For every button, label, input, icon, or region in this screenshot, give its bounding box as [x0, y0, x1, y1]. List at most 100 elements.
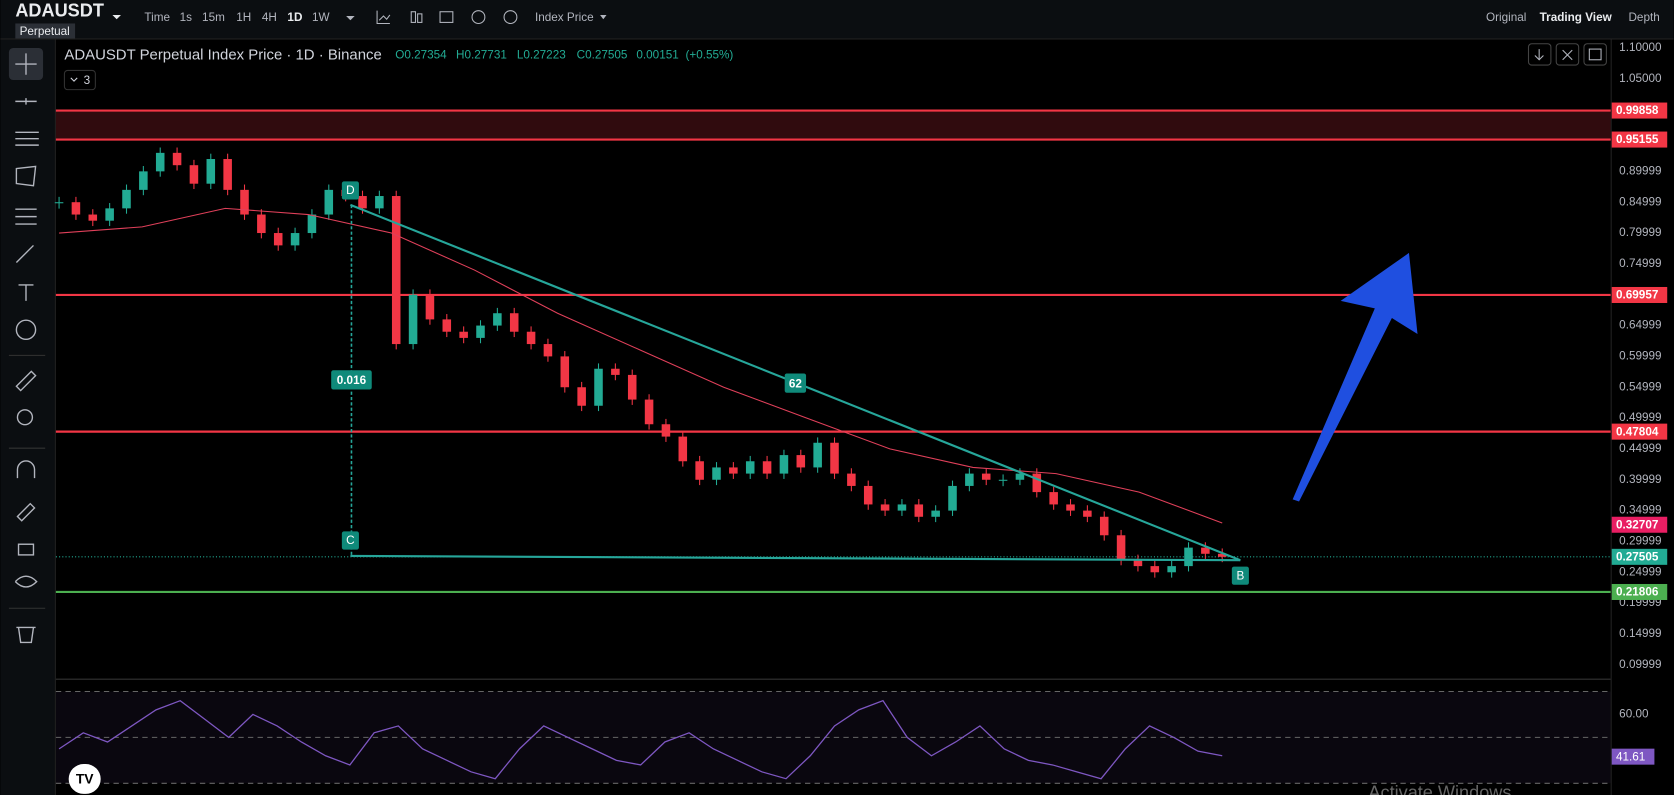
- price-tag-text: 0.27505: [1616, 550, 1659, 563]
- price-type[interactable]: Index Price: [535, 11, 594, 24]
- caret[interactable]: [346, 16, 355, 21]
- icon[interactable]: [417, 13, 423, 23]
- candle: [526, 331, 536, 345]
- candle: [71, 202, 81, 215]
- icon[interactable]: [439, 11, 454, 23]
- candle: [459, 331, 468, 338]
- icon[interactable]: [15, 165, 37, 187]
- icon[interactable]: [14, 575, 38, 588]
- icon[interactable]: [376, 10, 391, 25]
- candle: [863, 485, 873, 505]
- view-tab[interactable]: Depth: [1628, 11, 1659, 24]
- y-tick-label: 0.54999: [1619, 380, 1661, 393]
- icon[interactable]: [15, 319, 37, 341]
- trendline[interactable]: [350, 554, 1241, 562]
- candle: [897, 504, 907, 511]
- icon[interactable]: [15, 131, 39, 146]
- candle: [375, 196, 384, 209]
- icon[interactable]: [16, 626, 36, 644]
- bars-label[interactable]: [784, 373, 807, 393]
- icon[interactable]: [16, 502, 36, 522]
- candle: [678, 436, 688, 462]
- arrow[interactable]: [1292, 252, 1418, 502]
- price-tag-text: 0.99858: [1616, 104, 1659, 117]
- interval[interactable]: 1W: [312, 11, 331, 24]
- price-tag-text: 0.32707: [1616, 518, 1658, 531]
- icon: [1562, 49, 1573, 61]
- logo-bg[interactable]: [68, 764, 101, 794]
- price-tag: [1611, 131, 1668, 148]
- logo[interactable]: TV: [76, 771, 94, 787]
- candle: [627, 374, 637, 400]
- candle: [206, 159, 216, 184]
- icon[interactable]: [18, 284, 34, 301]
- y-tick-label: 0.84999: [1619, 195, 1661, 208]
- icon[interactable]: [15, 244, 34, 264]
- y-tick-label: 1.05000: [1619, 72, 1662, 85]
- price-tag: [1611, 583, 1668, 600]
- candle: [998, 479, 1008, 481]
- interval[interactable]: 15m: [202, 11, 225, 24]
- indicator-count[interactable]: 3: [84, 74, 91, 87]
- point-label[interactable]: [1231, 566, 1249, 585]
- caret[interactable]: [600, 14, 607, 20]
- legend-change-pct: (+0.55%): [685, 49, 733, 62]
- button[interactable]: [1583, 43, 1607, 66]
- icon[interactable]: [471, 10, 486, 25]
- market: Perpetual: [20, 25, 70, 38]
- point-text: D: [346, 184, 354, 197]
- icon[interactable]: [15, 98, 37, 105]
- point-label[interactable]: [341, 531, 359, 550]
- candle: [965, 473, 974, 486]
- caret[interactable]: [112, 14, 121, 20]
- candle: [442, 319, 452, 332]
- view-tab[interactable]: Trading View: [1540, 11, 1613, 24]
- button[interactable]: [1527, 43, 1552, 66]
- candle: [172, 152, 182, 166]
- icon[interactable]: [410, 11, 417, 23]
- icon[interactable]: [17, 543, 35, 556]
- icon[interactable]: [15, 370, 37, 392]
- candle: [712, 467, 721, 480]
- top-bar: [0, 0, 1674, 39]
- icon[interactable]: [503, 10, 518, 25]
- y-tick-label: 0.14999: [1619, 627, 1661, 640]
- interval[interactable]: 1s: [180, 11, 193, 24]
- caret[interactable]: [70, 77, 78, 82]
- interval[interactable]: Time: [144, 11, 170, 24]
- chart-buttons: [1527, 43, 1607, 66]
- interval[interactable]: 4H: [262, 11, 277, 24]
- y-tick-label: 0.24999: [1619, 565, 1661, 578]
- candle: [1217, 553, 1227, 557]
- button[interactable]: [1555, 43, 1580, 66]
- icon[interactable]: [16, 409, 34, 426]
- y-tick-label: 0.89999: [1619, 164, 1661, 177]
- icon[interactable]: [16, 460, 36, 479]
- legend-close: C0.27505: [577, 49, 628, 62]
- measure-label[interactable]: [331, 370, 372, 390]
- view-tab[interactable]: Original: [1486, 11, 1526, 24]
- candle: [240, 189, 249, 215]
- y-tick-label: 0.59999: [1619, 350, 1661, 363]
- candle: [88, 214, 98, 221]
- icon[interactable]: [15, 53, 37, 75]
- candle: [779, 455, 789, 474]
- symbol[interactable]: ADAUSDT: [15, 1, 104, 21]
- interval[interactable]: 1H: [236, 11, 251, 24]
- candle: [830, 442, 839, 474]
- candle: [729, 467, 738, 474]
- candle: [745, 461, 755, 474]
- candle: [594, 368, 603, 406]
- candle: [273, 233, 283, 246]
- price-tag: [1611, 423, 1668, 440]
- moving-average: [59, 207, 1223, 524]
- price-tag: [1611, 286, 1668, 303]
- interval[interactable]: 1D: [287, 11, 302, 24]
- indicator-toggle[interactable]: [63, 69, 96, 91]
- icon[interactable]: [15, 208, 37, 225]
- y-tick-label: 0.49999: [1619, 411, 1661, 424]
- point-label[interactable]: [341, 181, 359, 200]
- candle: [408, 294, 418, 345]
